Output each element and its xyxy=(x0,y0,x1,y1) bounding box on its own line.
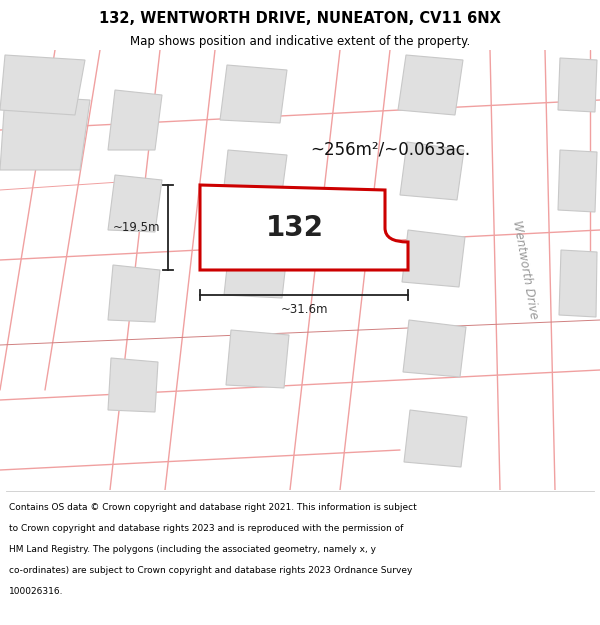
Polygon shape xyxy=(220,65,287,123)
Text: to Crown copyright and database rights 2023 and is reproduced with the permissio: to Crown copyright and database rights 2… xyxy=(9,524,403,533)
Text: Contains OS data © Crown copyright and database right 2021. This information is : Contains OS data © Crown copyright and d… xyxy=(9,504,417,512)
Polygon shape xyxy=(398,55,463,115)
Text: ~256m²/~0.063ac.: ~256m²/~0.063ac. xyxy=(310,141,470,159)
PathPatch shape xyxy=(200,185,408,270)
Text: 100026316.: 100026316. xyxy=(9,588,64,596)
Text: ~19.5m: ~19.5m xyxy=(113,221,160,234)
Text: 132: 132 xyxy=(266,214,324,242)
Polygon shape xyxy=(108,265,160,322)
Text: HM Land Registry. The polygons (including the associated geometry, namely x, y: HM Land Registry. The polygons (includin… xyxy=(9,546,376,554)
Text: co-ordinates) are subject to Crown copyright and database rights 2023 Ordnance S: co-ordinates) are subject to Crown copyr… xyxy=(9,566,412,575)
Polygon shape xyxy=(108,175,162,232)
Polygon shape xyxy=(224,240,288,298)
Polygon shape xyxy=(400,142,464,200)
Polygon shape xyxy=(558,150,597,212)
Polygon shape xyxy=(558,58,597,112)
Text: 132, WENTWORTH DRIVE, NUNEATON, CV11 6NX: 132, WENTWORTH DRIVE, NUNEATON, CV11 6NX xyxy=(99,11,501,26)
Polygon shape xyxy=(226,330,289,388)
Polygon shape xyxy=(108,90,162,150)
Polygon shape xyxy=(559,250,597,317)
Text: Map shows position and indicative extent of the property.: Map shows position and indicative extent… xyxy=(130,35,470,48)
Polygon shape xyxy=(222,150,287,208)
Polygon shape xyxy=(0,95,90,170)
Polygon shape xyxy=(404,410,467,467)
Polygon shape xyxy=(0,55,85,115)
Text: ~31.6m: ~31.6m xyxy=(280,303,328,316)
Text: Wentworth Drive: Wentworth Drive xyxy=(510,219,540,321)
Polygon shape xyxy=(403,320,466,377)
Polygon shape xyxy=(108,358,158,412)
Polygon shape xyxy=(402,230,465,287)
